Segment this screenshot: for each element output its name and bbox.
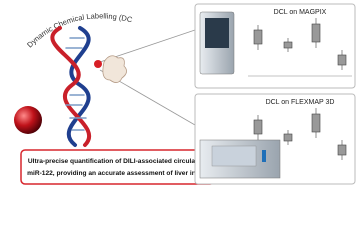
arc-title: Dynamic Chemical Labelling (DCL) (0, 0, 134, 49)
label-molecule (102, 55, 127, 83)
panel-title: DCL on FLEXMAP 3D (266, 99, 335, 106)
box-plots (253, 108, 347, 160)
bead (14, 106, 42, 134)
instrument-panel (205, 18, 229, 48)
arc-title-path: Dynamic Chemical Labelling (DCL) (0, 0, 134, 49)
instrument-light (262, 150, 266, 162)
panel: DCL on MAGPIX (194, 3, 356, 89)
panel-title: DCL on MAGPIX (274, 9, 327, 16)
summary-line: Ultra-precise quantification of DILI-ass… (28, 158, 207, 165)
summary-line: miR-122, providing an accurate assessmen… (27, 170, 208, 177)
label-dot (94, 60, 102, 68)
instrument-panel (211, 145, 257, 167)
dna-helix (50, 26, 92, 147)
graphical-abstract: Dynamic Chemical Labelling (DCL) Ultra-p… (0, 0, 356, 185)
box-plots (248, 18, 352, 77)
summary-box (20, 149, 215, 185)
panel: DCL on FLEXMAP 3D (194, 93, 356, 185)
